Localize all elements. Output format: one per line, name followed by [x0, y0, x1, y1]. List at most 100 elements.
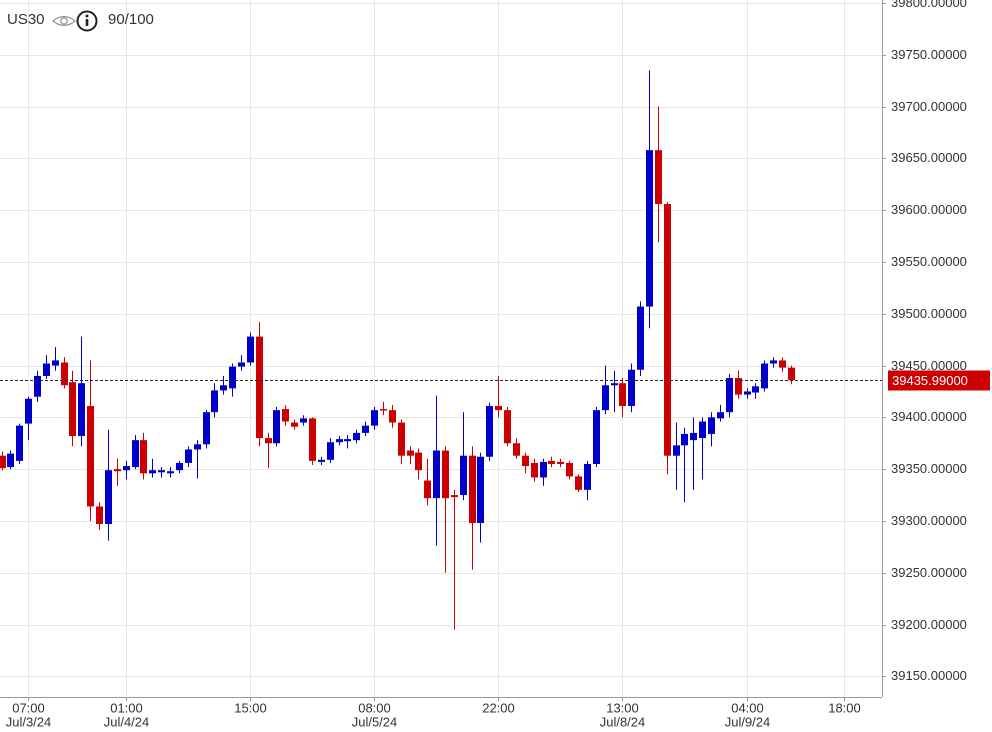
candle-body	[282, 409, 289, 422]
candle-body	[114, 469, 121, 472]
candle-body	[309, 418, 316, 461]
candle-body	[256, 336, 263, 439]
candle-body	[203, 412, 210, 445]
candle-body	[646, 150, 653, 307]
current-price-box	[888, 370, 990, 391]
y-tick-label: 39500.00000	[891, 306, 967, 321]
candle-body	[247, 336, 254, 363]
candle-body	[78, 383, 85, 437]
candle-body	[717, 412, 724, 419]
eye-icon[interactable]	[51, 15, 77, 27]
candle-body	[96, 506, 103, 525]
y-tick-label: 39350.00000	[891, 461, 967, 476]
candle-body	[149, 470, 156, 474]
candle-body	[460, 455, 467, 496]
candle-body	[495, 405, 502, 411]
candle-body	[673, 445, 680, 456]
candle-body	[690, 432, 697, 441]
candle-body	[353, 432, 360, 441]
candle-body	[167, 471, 174, 474]
candle-body	[513, 443, 520, 456]
candle-body	[16, 425, 23, 461]
candle-body	[433, 450, 440, 499]
symbol: US30	[7, 11, 45, 28]
candle-body	[0, 455, 6, 469]
candle-body	[380, 409, 387, 411]
candle-body	[557, 461, 564, 464]
candle-body	[105, 470, 112, 525]
candle-body	[291, 422, 298, 427]
y-tick-label: 39600.00000	[891, 202, 967, 217]
candle-body	[611, 383, 618, 386]
candle-body	[194, 444, 201, 450]
candle-body	[531, 462, 538, 478]
candle-body	[87, 405, 94, 507]
candle-body	[566, 462, 573, 477]
x-date-label: Jul/4/24	[104, 714, 150, 729]
y-tick-label: 39400.00000	[891, 409, 967, 424]
candle-body	[752, 386, 759, 393]
score: 90/100	[108, 11, 154, 28]
candle-body	[389, 410, 396, 423]
candle-body	[744, 391, 751, 395]
candle-body	[132, 440, 139, 468]
candle-body	[220, 385, 227, 391]
x-date-label: Jul/9/24	[725, 714, 771, 729]
candle-body	[664, 204, 671, 456]
candle-body	[43, 363, 50, 376]
candle-body	[486, 405, 493, 457]
y-tick-label: 39750.00000	[891, 47, 967, 62]
x-tick-label: 07:00	[12, 700, 45, 715]
candle-body	[442, 450, 449, 499]
candle-body	[7, 453, 14, 468]
candle-body	[69, 382, 76, 437]
candle-body	[318, 459, 325, 462]
candle-body	[273, 410, 280, 444]
candle-body	[655, 150, 662, 205]
candle-body	[61, 362, 68, 386]
candle-body	[238, 362, 245, 367]
candle-body	[602, 385, 609, 411]
candle-body	[398, 422, 405, 456]
candle-body	[300, 418, 307, 423]
y-tick-label: 39450.00000	[891, 358, 967, 373]
candle-body	[584, 463, 591, 490]
candle-body	[575, 476, 582, 490]
candles	[0, 70, 882, 630]
candle-body	[123, 466, 130, 471]
candle-body	[628, 369, 635, 406]
candle-body	[362, 425, 369, 433]
x-date-label: Jul/5/24	[352, 714, 398, 729]
y-tick-label: 39550.00000	[891, 254, 967, 269]
current-price-label: 39435.99000	[892, 373, 968, 388]
x-tick-label: 08:00	[358, 700, 391, 715]
candle-body	[593, 410, 600, 464]
axis-labels: 39150.00000 39200.00000 39250.00000 39300.0…	[6, 0, 990, 729]
grid	[0, 0, 882, 697]
info-icon[interactable]	[76, 10, 98, 32]
candle-body	[477, 456, 484, 524]
y-tick-label: 39650.00000	[891, 150, 967, 165]
candle-body	[415, 452, 422, 471]
candle-body	[229, 366, 236, 389]
y-tick-label: 39700.00000	[891, 99, 967, 114]
candle-body	[504, 410, 511, 444]
candle-body	[371, 410, 378, 426]
y-tick-label: 39800.00000	[891, 0, 967, 10]
x-tick-label: 22:00	[482, 700, 515, 715]
x-tick-label: 15:00	[234, 700, 267, 715]
candle-body	[637, 306, 644, 370]
candle-body	[548, 460, 555, 464]
candle-body	[344, 439, 351, 442]
y-tick-label: 39200.00000	[891, 617, 967, 632]
candle-body	[265, 438, 272, 444]
candle-body	[211, 390, 218, 413]
candle-body	[735, 378, 742, 395]
candle-body	[185, 449, 192, 463]
candle-body	[407, 450, 414, 456]
candle-body	[788, 367, 795, 381]
candle-body	[779, 360, 786, 368]
candle-body	[34, 375, 41, 397]
candle-body	[140, 440, 147, 474]
